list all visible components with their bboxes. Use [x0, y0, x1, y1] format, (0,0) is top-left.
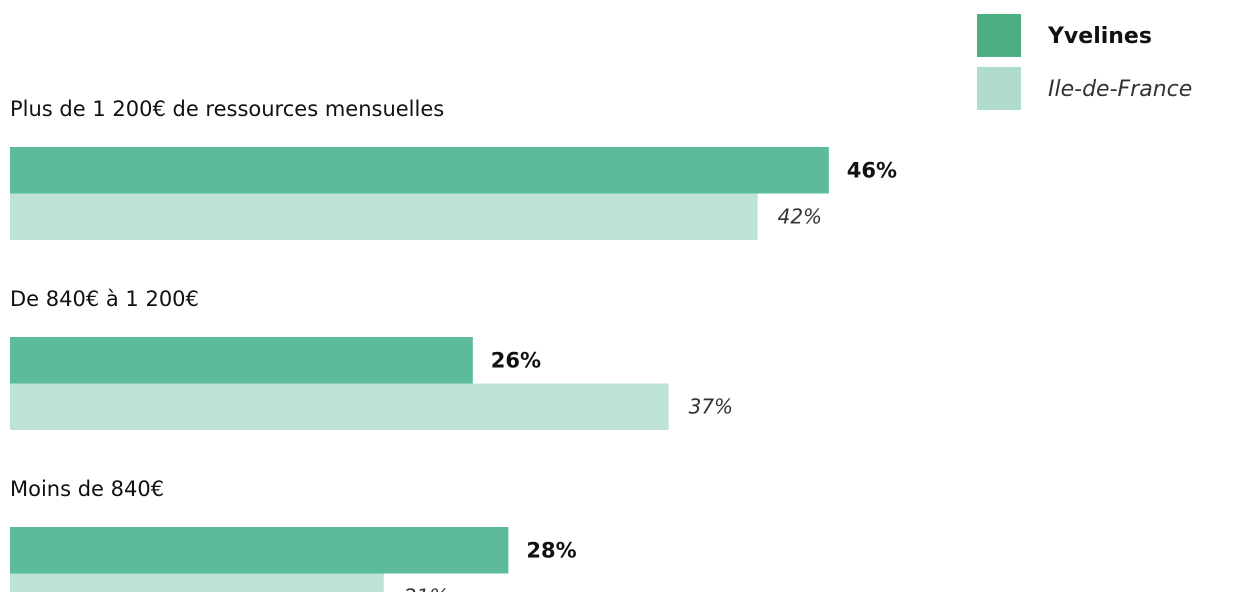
value-label: 46%	[847, 158, 897, 182]
bar	[10, 337, 473, 384]
bar	[10, 383, 669, 430]
legend-label: Yvelines	[1047, 24, 1152, 49]
category-label: Moins de 840€	[10, 477, 164, 501]
legend-label: Ile-de-France	[1048, 77, 1192, 102]
value-label: 26%	[491, 348, 541, 372]
category-label: Plus de 1 200€ de ressources mensuelles	[10, 97, 444, 121]
value-label: 37%	[689, 394, 733, 418]
value-label: 21%	[404, 584, 448, 592]
value-label: 28%	[526, 538, 576, 562]
bar	[10, 527, 509, 574]
bar	[10, 573, 384, 592]
value-label: 42%	[778, 204, 822, 228]
bar	[10, 147, 829, 194]
legend-swatch	[977, 14, 1021, 57]
legend-swatch	[977, 67, 1021, 110]
bar	[10, 193, 758, 240]
category-label: De 840€ à 1 200€	[10, 287, 199, 311]
